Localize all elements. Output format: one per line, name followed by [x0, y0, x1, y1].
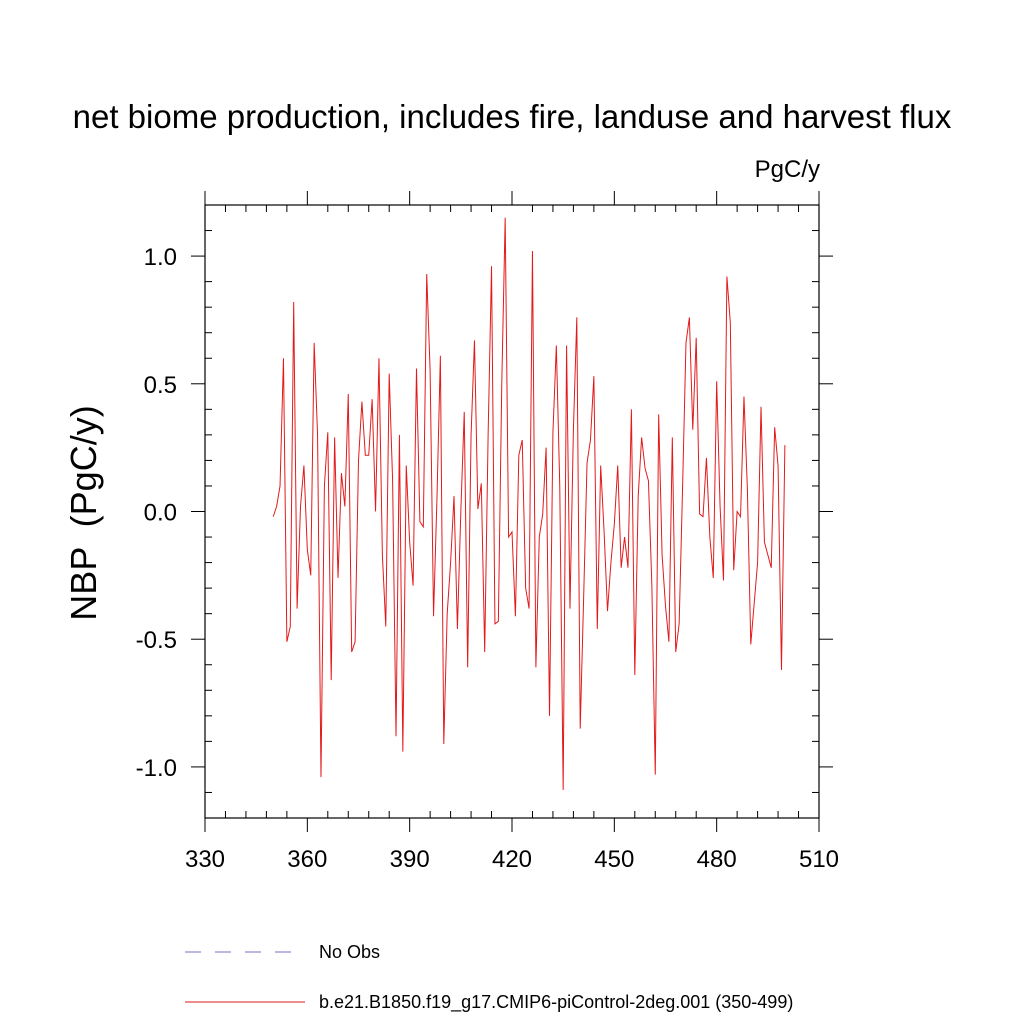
series-lines [272, 217, 786, 790]
x-tick-label: 480 [697, 846, 737, 873]
legend-label-no-obs: No Obs [319, 942, 381, 962]
x-tick-label: 360 [287, 846, 327, 873]
y-tick-label: 1.0 [144, 244, 177, 271]
axis-ticks [191, 191, 833, 832]
y-tick-label: -1.0 [136, 755, 177, 782]
x-tick-label: 420 [492, 846, 532, 873]
x-tick-label: 450 [594, 846, 634, 873]
legend [185, 951, 305, 1003]
y-tick-label: 0.5 [144, 372, 177, 399]
x-tick-label: 390 [390, 846, 430, 873]
x-tick-label: 330 [185, 846, 225, 873]
legend-label-model: b.e21.B1850.f19_g17.CMIP6-piControl-2deg… [319, 992, 794, 1012]
units-label: PgC/y [754, 156, 820, 183]
y-tick-label: 0.0 [144, 500, 177, 527]
series-line-1 [272, 217, 786, 790]
y-tick-label: -0.5 [136, 627, 177, 654]
chart-title: net biome production, includes fire, lan… [72, 98, 952, 135]
x-tick-label: 510 [799, 846, 839, 873]
axis-tick-labels: 330 360 390 420 450 480 510 -1.0 -0.5 0.0 0.5 1.0 [136, 244, 839, 873]
